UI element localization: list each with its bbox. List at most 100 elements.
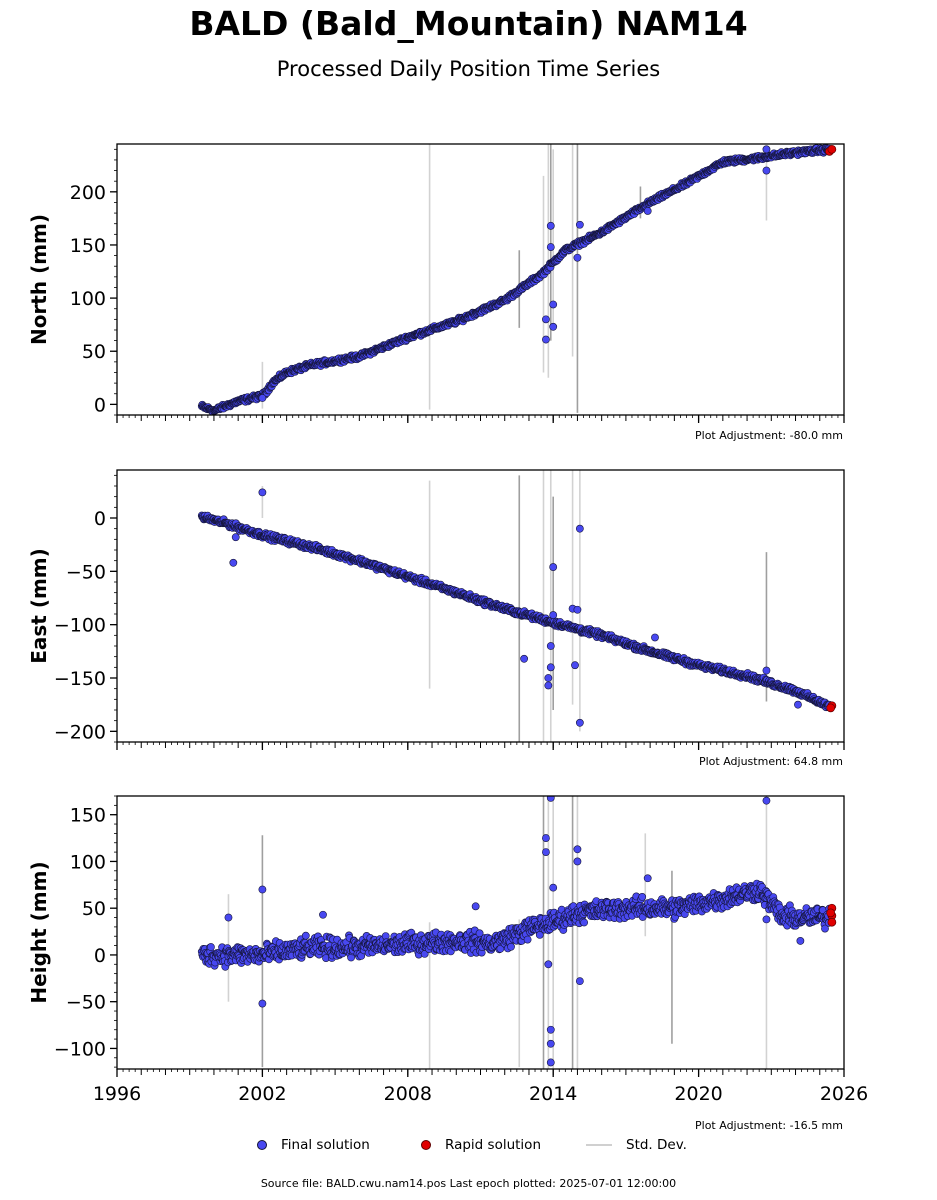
final-solution-point xyxy=(206,943,215,951)
final-solution-point xyxy=(575,718,584,727)
final-solution-point xyxy=(231,533,240,542)
x-tick-label: 1996 xyxy=(93,1083,141,1105)
final-solution-point xyxy=(762,166,771,175)
legend-std-label: Std. Dev. xyxy=(626,1137,687,1153)
axes-frame xyxy=(116,143,845,416)
final-solution-point xyxy=(573,253,582,262)
chart-subtitle: Processed Daily Position Time Series xyxy=(276,57,661,81)
y-tick-label: 150 xyxy=(70,235,106,257)
std-dev-line-icon xyxy=(586,1144,612,1146)
final-solution-point xyxy=(796,937,805,945)
y-tick-label: 0 xyxy=(94,508,106,530)
east-adjustment-note: Plot Adjustment: 64.8 mm xyxy=(698,755,843,768)
y-tick-label: −100 xyxy=(54,615,106,637)
y-tick-label: 50 xyxy=(82,898,106,920)
x-tick-label: 2020 xyxy=(674,1083,722,1105)
final-solution-point xyxy=(549,563,558,571)
x-tick-label: 2002 xyxy=(238,1083,286,1105)
final-solution-point xyxy=(542,335,550,344)
final-solution-point xyxy=(542,848,550,856)
final-solution-point xyxy=(542,315,550,324)
final-solution-point xyxy=(575,524,584,533)
legend-final-label: Final solution xyxy=(281,1137,370,1153)
y-tick-label: 100 xyxy=(70,288,106,310)
final-solution-point xyxy=(549,611,558,619)
y-tick-label: 200 xyxy=(70,182,106,204)
final-solution-point xyxy=(507,942,515,951)
final-solution-point xyxy=(258,394,267,402)
final-solution-point xyxy=(580,918,588,927)
y-tick-label: −200 xyxy=(54,721,106,743)
x-tick-label: 2008 xyxy=(384,1083,432,1105)
final-solution-point xyxy=(520,654,529,663)
final-solution-point xyxy=(546,221,555,230)
y-tick-label: 0 xyxy=(94,394,106,416)
final-solution-point xyxy=(224,913,233,922)
final-solution-point xyxy=(301,931,310,940)
final-solution-point xyxy=(546,642,555,650)
panel-north: 0 50 100 150 200 North (mm) xyxy=(27,143,845,423)
final-solution-point xyxy=(549,300,558,309)
final-solution-point xyxy=(651,633,659,642)
y-tick-label: 100 xyxy=(70,851,106,873)
rapid-solution-marker-icon xyxy=(421,1140,431,1150)
final-solution-point xyxy=(258,999,267,1008)
legend: Final solution Rapid solution Std. Dev. xyxy=(0,1137,937,1159)
chart-title: BALD (Bald_Mountain) NAM14 xyxy=(189,4,748,43)
final-solution-point xyxy=(544,681,553,690)
final-solution-point xyxy=(258,488,267,497)
final-solution-point xyxy=(762,145,771,154)
legend-std-item: Std. Dev. xyxy=(586,1137,687,1153)
final-solution-point xyxy=(546,1025,555,1034)
rapid-solution-point xyxy=(827,144,837,154)
final-solution-point xyxy=(762,796,771,805)
final-solution-point xyxy=(575,977,584,986)
final-solution-marker-icon xyxy=(257,1140,267,1150)
final-solution-point xyxy=(762,666,771,675)
north-adjustment-note: Plot Adjustment: -80.0 mm xyxy=(695,429,843,442)
final-solution-point xyxy=(549,883,558,892)
y-tick-label: −50 xyxy=(66,992,106,1014)
x-tick-label: 2014 xyxy=(529,1083,577,1105)
panel-east: −200 −150 −100 −50 0 East (mm) xyxy=(27,469,845,750)
final-solution-point xyxy=(229,558,238,567)
y-tick-label: 0 xyxy=(94,945,106,967)
final-solution-point xyxy=(762,915,771,924)
legend-rapid-item: Rapid solution xyxy=(421,1137,541,1153)
y-tick-label: 50 xyxy=(82,341,106,363)
final-solution-cloud xyxy=(197,511,834,712)
panel-height: 1996 2002 2008 2014 2020 2026 −100 −50 0 50 100 150… xyxy=(27,795,868,1105)
final-solution-cloud xyxy=(197,144,834,415)
final-solution-point xyxy=(546,796,555,802)
final-solution-point xyxy=(319,910,327,919)
final-solution-point xyxy=(794,700,802,709)
source-line: Source file: BALD.cwu.nam14.pos Last epo… xyxy=(260,1177,677,1190)
final-solution-point xyxy=(471,902,480,911)
legend-rapid-label: Rapid solution xyxy=(445,1137,541,1153)
y-axis-label: East (mm) xyxy=(27,548,51,664)
final-solution-point xyxy=(544,960,553,969)
final-solution-point xyxy=(546,1058,555,1067)
height-adjustment-note: Plot Adjustment: -16.5 mm xyxy=(695,1119,843,1132)
final-solution-point xyxy=(542,834,550,842)
final-solution-point xyxy=(571,661,579,670)
final-solution-point xyxy=(546,1039,555,1048)
x-tick-label: 2026 xyxy=(820,1083,868,1105)
y-tick-label: −50 xyxy=(66,561,106,583)
rapid-solution-point xyxy=(826,703,836,713)
final-solution-point xyxy=(573,857,582,866)
final-solution-point xyxy=(546,243,555,251)
final-solution-point xyxy=(549,322,558,331)
final-solution-point xyxy=(638,893,647,901)
final-solution-point xyxy=(523,935,532,944)
y-tick-label: −150 xyxy=(54,668,106,690)
final-solution-point xyxy=(575,220,584,229)
legend-final-item: Final solution xyxy=(257,1137,370,1153)
y-axis-label: Height (mm) xyxy=(27,861,51,1003)
final-solution-point xyxy=(821,924,829,933)
y-axis-label: North (mm) xyxy=(27,214,51,345)
final-solution-point xyxy=(546,663,555,672)
final-solution-point xyxy=(544,674,553,682)
final-solution-point xyxy=(258,885,267,894)
